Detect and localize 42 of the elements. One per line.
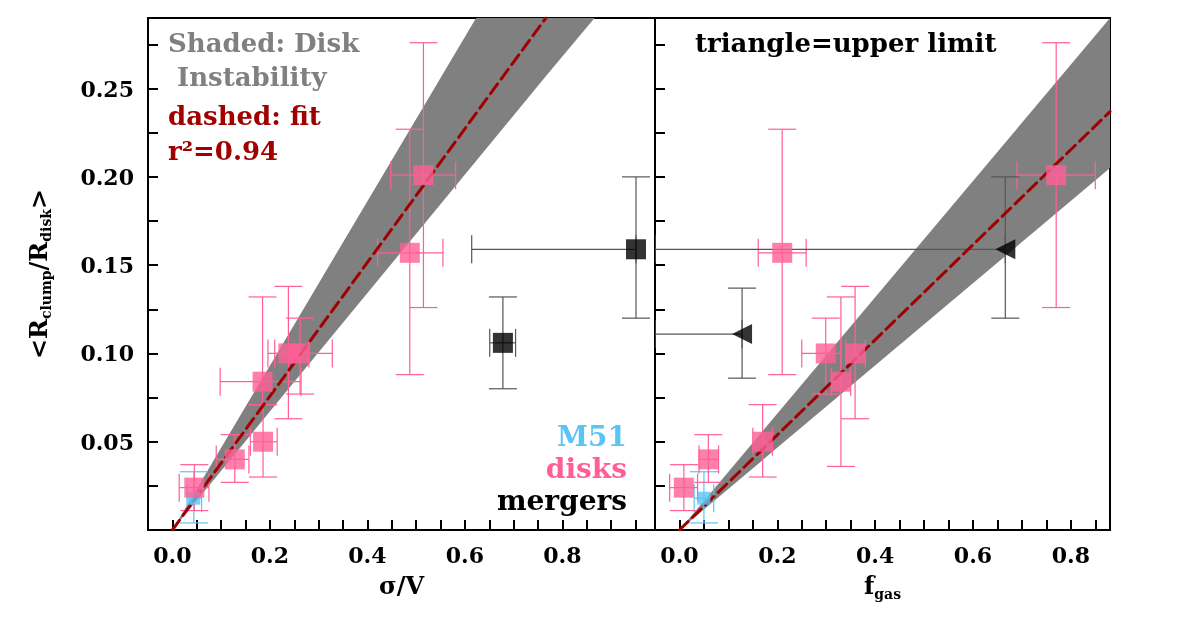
x-tick-label: 0.8: [543, 542, 582, 568]
point: [224, 449, 245, 470]
point: [399, 242, 420, 263]
point: [815, 343, 836, 364]
x-tick-label: 0.0: [153, 542, 192, 568]
y-tick-label: 0.20: [80, 163, 134, 190]
y-tick-label: 0.25: [80, 75, 134, 102]
annotation: dashed: fit: [168, 101, 321, 131]
point: [625, 239, 646, 260]
point: [253, 431, 274, 452]
x-tick-label: 0.2: [250, 542, 290, 568]
point: [184, 477, 205, 498]
point: [1046, 165, 1067, 186]
point: [290, 343, 311, 364]
point: [845, 343, 866, 364]
point: [698, 449, 719, 470]
point: [413, 165, 434, 186]
point: [995, 239, 1016, 260]
text: disks: [545, 451, 627, 485]
x-tick-label: 0.4: [856, 542, 895, 568]
point: [697, 491, 711, 505]
text: M51: [557, 419, 627, 453]
x-axis-title: σ/V: [378, 571, 425, 601]
x-tick-label: 0.6: [953, 542, 993, 568]
x-tick-label: 0.6: [445, 542, 485, 568]
text: mergers: [496, 483, 627, 517]
point: [772, 242, 793, 263]
point: [752, 431, 773, 452]
x-tick-label: 0.4: [348, 542, 387, 568]
y-tick-label: 0.05: [80, 428, 134, 455]
y-tick-label: 0.15: [80, 252, 134, 279]
point: [492, 332, 513, 353]
y-tick-label: 0.10: [80, 340, 134, 367]
point: [252, 371, 273, 392]
x-tick-label: 0.2: [758, 542, 797, 568]
point: [830, 371, 851, 392]
annotation: triangle=upper limit: [695, 28, 997, 58]
point: [732, 324, 753, 345]
x-tick-label: 0.0: [660, 542, 699, 568]
annotation: Shaded: Disk Instability: [168, 28, 361, 92]
x-tick-label: 0.8: [1051, 542, 1090, 568]
annotation: r²=0.94: [168, 136, 279, 166]
